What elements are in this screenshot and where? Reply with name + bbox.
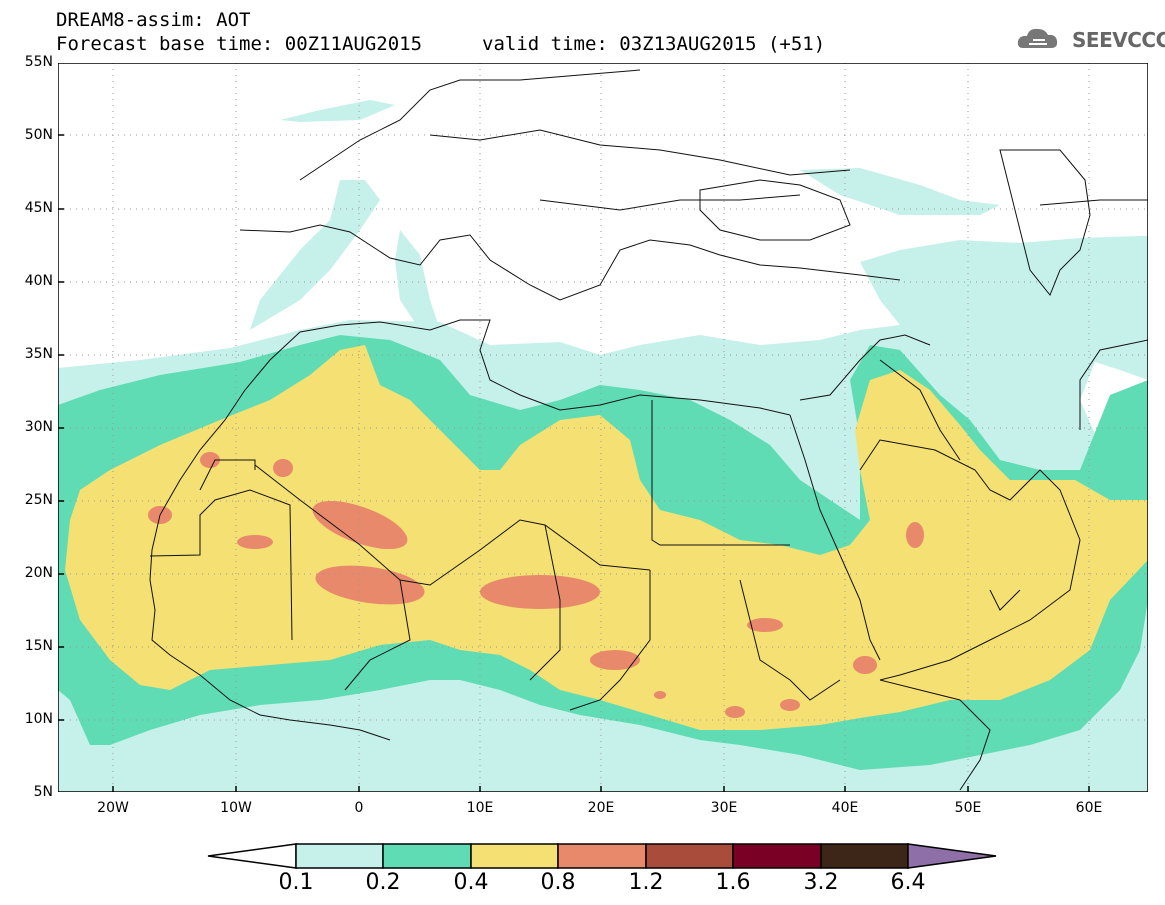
- lat-label-45n: 45N: [24, 200, 53, 216]
- lat-label-25n: 25N: [24, 492, 53, 508]
- colorbar-label-0-2: 0.2: [365, 870, 401, 895]
- lat-label-20n: 20N: [24, 565, 53, 581]
- lat-label-50n: 50N: [24, 127, 53, 143]
- lon-label-20w: 20W: [97, 800, 129, 816]
- lon-label-50e: 50E: [954, 800, 982, 816]
- lon-label-10e: 10E: [466, 800, 494, 816]
- map-title: DREAM8-assim: AOT: [56, 9, 251, 31]
- logo-text: SEEVCCC: [1072, 28, 1165, 52]
- cloud-logo-icon: [1017, 28, 1058, 48]
- lat-label-30n: 30N: [24, 419, 53, 435]
- lon-label-10w: 10W: [220, 800, 252, 816]
- aot-field-0-8: [148, 452, 924, 718]
- lat-label-15n: 15N: [24, 638, 53, 654]
- colorbar-label-0-8: 0.8: [540, 870, 576, 895]
- lon-label-30e: 30E: [710, 800, 738, 816]
- lon-label-60e: 60E: [1075, 800, 1103, 816]
- colorbar-label-1-2: 1.2: [628, 870, 664, 895]
- aot-field-0-4: [65, 345, 1148, 730]
- lat-label-40n: 40N: [24, 273, 53, 289]
- lat-label-55n: 55N: [24, 54, 53, 70]
- lat-label-10n: 10N: [24, 711, 53, 727]
- lat-label-5n: 5N: [33, 784, 53, 800]
- colorbar-label-0-4: 0.4: [453, 870, 489, 895]
- colorbar-label-3-2: 3.2: [803, 870, 839, 895]
- lon-label-40e: 40E: [831, 800, 859, 816]
- lon-label-0: 0: [354, 800, 364, 816]
- colorbar-label-0-1: 0.1: [278, 870, 314, 895]
- lon-label-20e: 20E: [587, 800, 615, 816]
- coastlines: [149, 69, 1148, 791]
- valid-time: valid time: 03Z13AUG2015 (+51): [482, 33, 826, 55]
- colorbar-label-6-4: 6.4: [890, 870, 926, 895]
- forecast-base-time: Forecast base time: 00Z11AUG2015: [56, 33, 423, 55]
- lat-label-35n: 35N: [24, 346, 53, 362]
- colorbar-label-1-6: 1.6: [715, 870, 751, 895]
